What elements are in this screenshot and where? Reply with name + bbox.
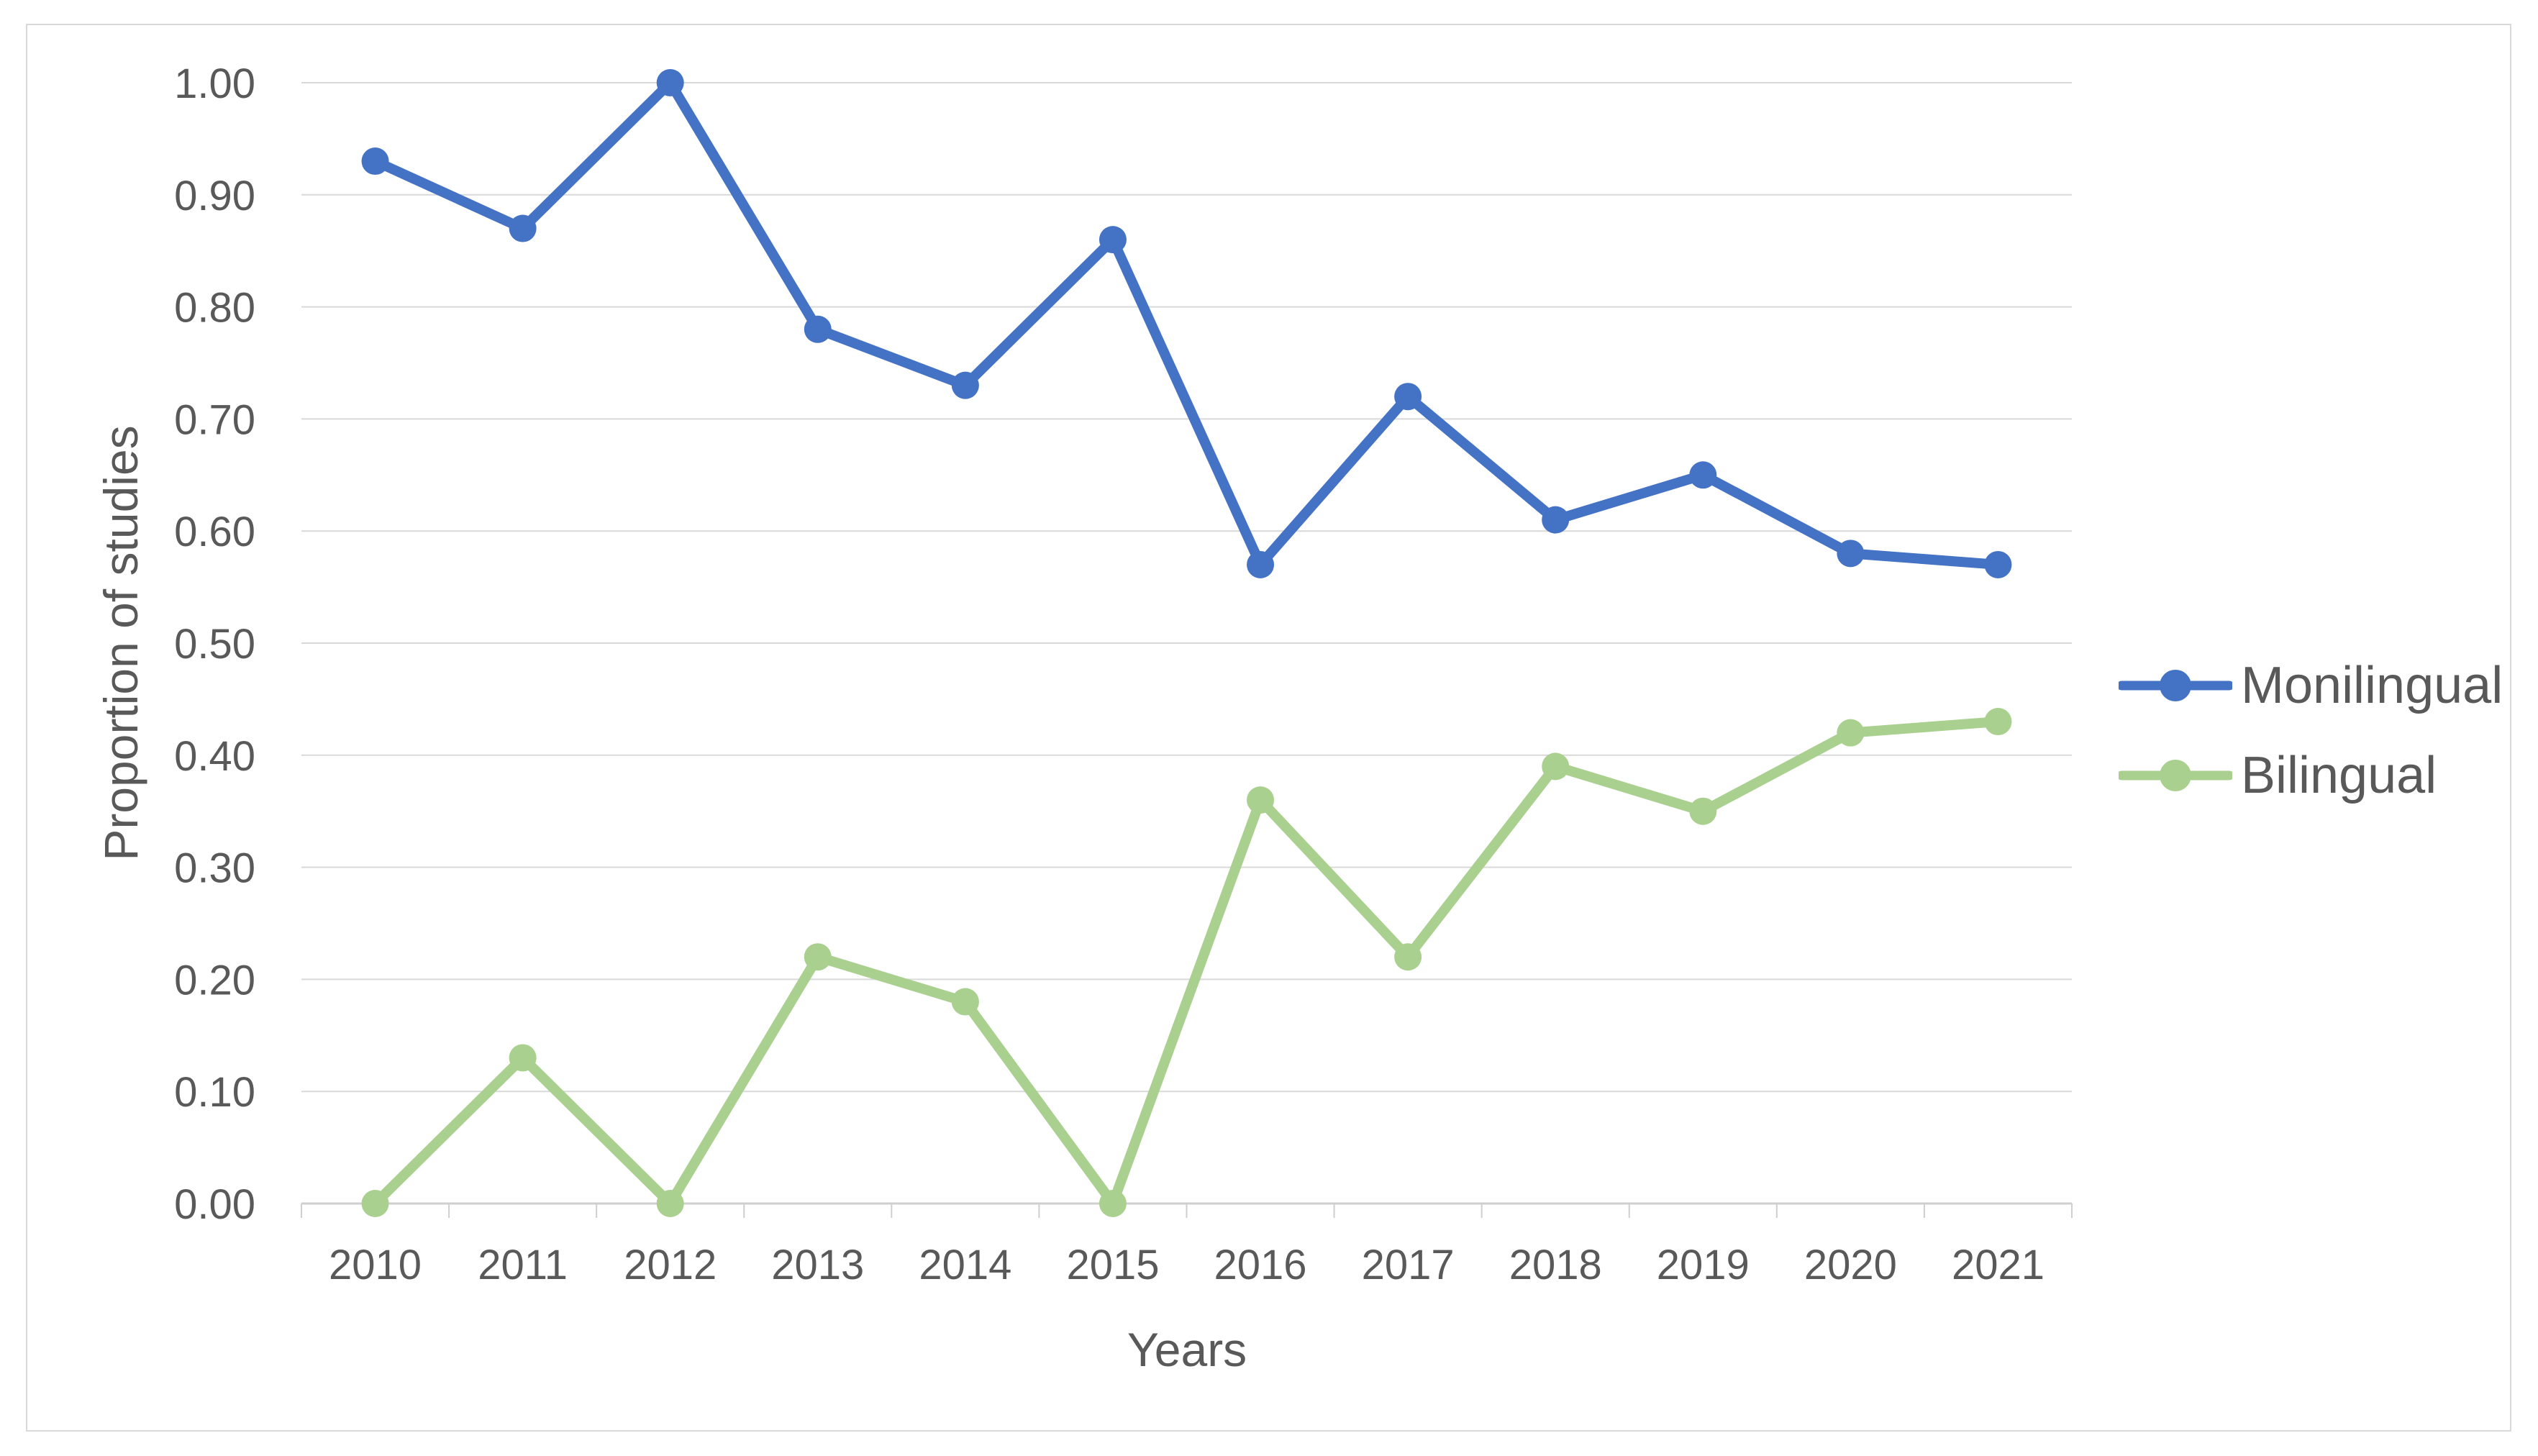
y-tick-label: 0.60 (174, 509, 255, 555)
y-tick-label: 0.00 (174, 1181, 255, 1228)
x-tick-label: 2011 (478, 1242, 568, 1288)
legend-item-monilingual: Monilingual (2119, 660, 2503, 711)
data-point-monilingual-2019 (1689, 461, 1717, 489)
x-tick-label: 2021 (1952, 1242, 2044, 1288)
x-tick-label: 2015 (1066, 1242, 1159, 1288)
data-point-bilingual-2019 (1689, 797, 1717, 825)
data-point-bilingual-2016 (1247, 786, 1275, 814)
data-point-monilingual-2021 (1984, 550, 2012, 578)
y-tick-label: 0.70 (174, 396, 255, 443)
series-line-monilingual (370, 78, 2003, 570)
data-point-monilingual-2020 (1837, 540, 1865, 568)
data-point-monilingual-2011 (509, 214, 537, 242)
y-axis-title: Proportion of studies (94, 425, 147, 861)
data-point-monilingual-2013 (804, 315, 832, 343)
data-point-monilingual-2018 (1542, 506, 1570, 534)
data-point-bilingual-2020 (1837, 719, 1865, 747)
data-point-monilingual-2010 (361, 147, 389, 176)
data-point-bilingual-2011 (509, 1044, 537, 1072)
legend-label-monilingual: Monilingual (2241, 657, 2503, 714)
series-line-bilingual (370, 716, 2003, 1209)
y-tick-label: 0.40 (174, 733, 255, 780)
data-point-bilingual-2013 (804, 943, 832, 971)
x-tick-label: 2018 (1509, 1242, 1602, 1288)
data-point-monilingual-2015 (1099, 226, 1127, 254)
data-point-bilingual-2014 (951, 988, 979, 1016)
data-point-bilingual-2018 (1542, 752, 1570, 781)
chart-frame (26, 24, 2511, 1432)
x-tick-label: 2014 (919, 1242, 1011, 1288)
x-tick-label: 2012 (624, 1242, 717, 1288)
data-point-bilingual-2017 (1394, 943, 1422, 971)
x-tick-label: 2020 (1804, 1242, 1897, 1288)
y-tick-label: 0.50 (174, 621, 255, 668)
y-tick-label: 0.20 (174, 957, 255, 1004)
data-point-monilingual-2012 (656, 69, 684, 96)
data-point-monilingual-2014 (951, 371, 979, 399)
y-tick-label: 0.80 (174, 285, 255, 332)
y-tick-label: 0.30 (174, 845, 255, 892)
data-point-bilingual-2021 (1984, 708, 2012, 736)
legend-label-bilingual: Bilingual (2241, 747, 2437, 804)
data-point-bilingual-2015 (1099, 1190, 1127, 1217)
y-tick-label: 0.90 (174, 173, 255, 219)
data-point-monilingual-2017 (1394, 383, 1422, 411)
monilingual-line-marker-icon (2119, 670, 2232, 701)
x-tick-label: 2013 (771, 1242, 864, 1288)
y-tick-label: 1.00 (174, 60, 255, 107)
y-tick-label: 0.10 (174, 1069, 255, 1116)
legend-item-bilingual: Bilingual (2119, 750, 2437, 801)
data-point-bilingual-2010 (361, 1190, 389, 1217)
x-tick-label: 2019 (1657, 1242, 1750, 1288)
x-tick-label: 2010 (329, 1242, 422, 1288)
x-axis-title: Years (1127, 1323, 1247, 1376)
x-tick-label: 2017 (1362, 1242, 1455, 1288)
x-tick-label: 2016 (1214, 1242, 1307, 1288)
data-point-monilingual-2016 (1247, 550, 1275, 578)
data-point-bilingual-2012 (656, 1190, 684, 1217)
bilingual-line-marker-icon (2119, 760, 2232, 791)
